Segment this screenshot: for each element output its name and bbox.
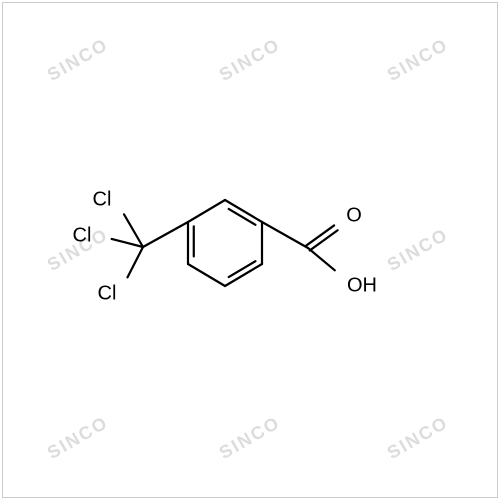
atom-label-cl_b: Cl bbox=[73, 225, 92, 248]
molecule-structure bbox=[0, 0, 500, 500]
atom-label-cl_c: Cl bbox=[98, 283, 117, 306]
atom-label-cooh_o2: OH bbox=[347, 275, 377, 298]
atom-label-cooh_o1: O bbox=[346, 205, 362, 228]
atom-label-cl_a: Cl bbox=[93, 189, 112, 212]
